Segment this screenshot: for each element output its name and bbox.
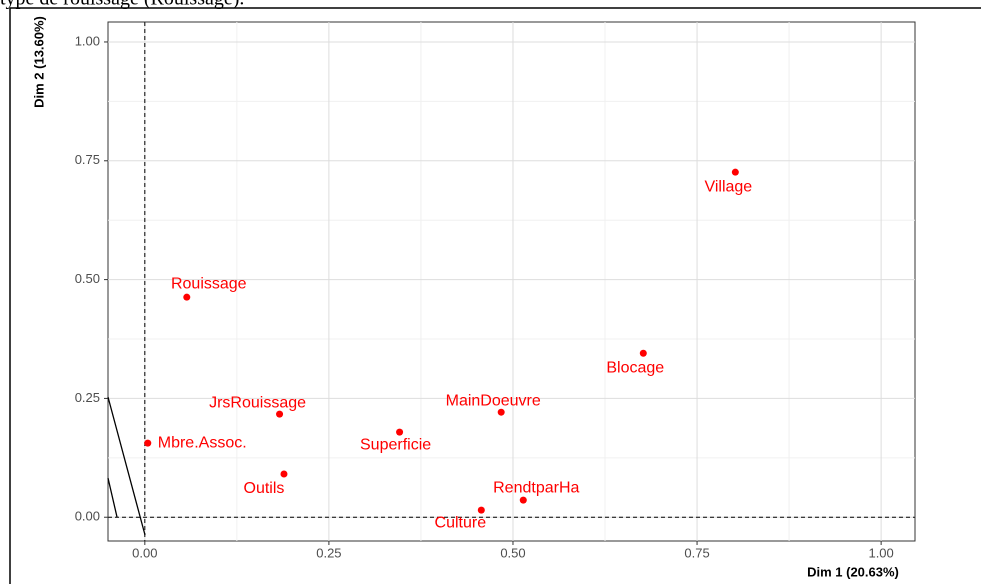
point-label: Superficie bbox=[360, 436, 431, 453]
x-axis-title: Dim 1 (20.63%) bbox=[807, 564, 899, 579]
point-label: MainDoeuvre bbox=[446, 392, 541, 409]
point-label: JrsRouissage bbox=[209, 394, 306, 411]
point bbox=[731, 168, 739, 176]
point bbox=[519, 496, 527, 504]
y-axis-title: Dim 2 (13.60%) bbox=[31, 16, 46, 108]
segment bbox=[107, 477, 118, 518]
caption: type de rouissage (Rouissage). bbox=[0, 0, 244, 10]
y-tick-label: 0.25 bbox=[75, 390, 100, 405]
x-tick-label: 0.50 bbox=[500, 545, 525, 560]
y-tick-label: 0.75 bbox=[75, 152, 100, 167]
point-label: RendtparHa bbox=[493, 479, 579, 496]
point-label: Rouissage bbox=[171, 275, 247, 292]
point-label: Mbre.Assoc. bbox=[158, 434, 247, 451]
point bbox=[280, 470, 288, 478]
point bbox=[497, 408, 505, 416]
point bbox=[276, 410, 284, 418]
point-label: Outils bbox=[244, 480, 285, 497]
y-tick-label: 1.00 bbox=[75, 33, 100, 48]
plot: 0.00 0.25 0.50 0.75 1.00 0.00 0.25 0.50 0.75 1.00… bbox=[75, 21, 916, 560]
x-tick-label: 1.00 bbox=[868, 545, 893, 560]
point bbox=[396, 428, 404, 436]
x-tick-label: 0.75 bbox=[684, 545, 709, 560]
x-tick-label: 0.25 bbox=[316, 545, 341, 560]
point bbox=[144, 439, 152, 447]
segment bbox=[107, 396, 146, 536]
point-label: Blocage bbox=[606, 359, 664, 376]
panel bbox=[107, 21, 916, 542]
point-label: Culture bbox=[435, 514, 487, 531]
point-label: Village bbox=[704, 178, 752, 195]
x-tick-label: 0.00 bbox=[132, 545, 157, 560]
point bbox=[639, 349, 647, 357]
point bbox=[477, 506, 485, 514]
y-tick-label: 0.00 bbox=[75, 509, 100, 524]
point bbox=[183, 293, 191, 301]
y-tick-label: 0.50 bbox=[75, 271, 100, 286]
